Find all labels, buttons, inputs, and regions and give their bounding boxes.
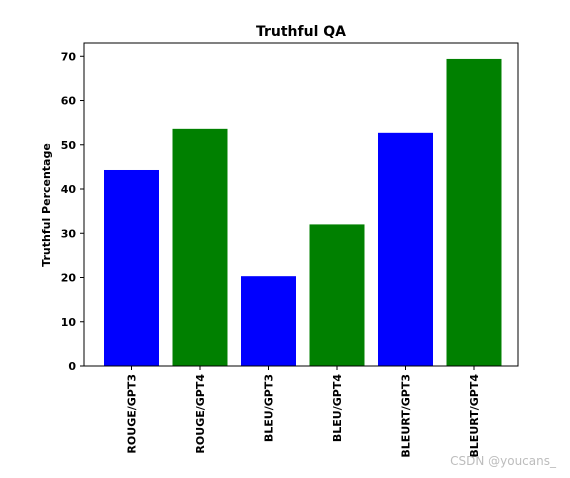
x-tick-label: BLEU/GPT4 bbox=[331, 374, 344, 442]
y-tick-label: 60 bbox=[61, 95, 77, 108]
x-tick-label: BLEURT/GPT4 bbox=[468, 374, 481, 458]
chart-title: Truthful QA bbox=[256, 24, 346, 40]
bar-bleu-gpt3 bbox=[241, 276, 296, 366]
x-tick-label: ROUGE/GPT4 bbox=[194, 374, 207, 454]
bar-rouge-gpt4 bbox=[172, 128, 228, 366]
y-tick-label: 20 bbox=[61, 272, 77, 285]
y-axis: 0 10 20 30 40 50 60 70 bbox=[61, 50, 84, 373]
watermark-text: CSDN @youcans_ bbox=[450, 454, 556, 468]
bars-group bbox=[104, 58, 502, 366]
y-tick-label: 0 bbox=[68, 360, 76, 373]
y-axis-label: Truthful Percentage bbox=[40, 143, 53, 267]
x-tick-label: BLEURT/GPT3 bbox=[400, 374, 413, 458]
bar-bleurt-gpt3 bbox=[378, 132, 433, 366]
x-tick-label: ROUGE/GPT3 bbox=[126, 374, 139, 454]
y-tick-label: 50 bbox=[61, 139, 77, 152]
bar-bleu-gpt4 bbox=[309, 224, 365, 366]
bar-bleurt-gpt4 bbox=[446, 58, 502, 366]
x-axis: ROUGE/GPT3 ROUGE/GPT4 BLEU/GPT3 BLEU/GPT4 BL… bbox=[126, 366, 481, 458]
y-tick-label: 10 bbox=[61, 316, 77, 329]
y-tick-label: 40 bbox=[61, 183, 77, 196]
y-tick-label: 70 bbox=[61, 50, 77, 63]
y-tick-label: 30 bbox=[61, 227, 77, 240]
x-tick-label: BLEU/GPT3 bbox=[263, 374, 276, 442]
bar-rouge-gpt3 bbox=[104, 169, 159, 366]
plot-frame bbox=[83, 42, 519, 367]
